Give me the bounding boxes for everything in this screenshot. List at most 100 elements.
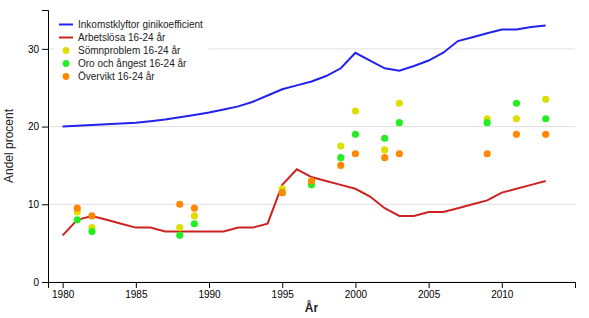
- point: [74, 205, 81, 212]
- chart: 1980 1985 1990 1995 2000 2005 2010 0 10 20 30 År And…: [0, 0, 589, 318]
- legend-swatch: [59, 24, 73, 26]
- legend-swatch: [63, 60, 70, 67]
- marks: [63, 26, 550, 239]
- legend-label: Arbetslösa 16-24 år: [78, 32, 166, 43]
- x-tick: 2005: [418, 282, 441, 300]
- x-tick: 1990: [198, 282, 221, 300]
- point: [308, 177, 315, 184]
- point: [352, 107, 359, 114]
- x-tick-mark: [429, 282, 430, 288]
- point: [74, 216, 81, 223]
- point: [88, 228, 95, 235]
- x-tick-mark: [63, 282, 64, 288]
- x-tick-mark: [136, 282, 137, 288]
- x-tick: 1980: [52, 282, 75, 300]
- point: [396, 100, 403, 107]
- plot-area: 1980 1985 1990 1995 2000 2005 2010 0 10 20 30: [28, 11, 576, 301]
- legend-label: Inkomstklyftor ginikoefficient: [78, 19, 203, 30]
- x-tick-label: 2000: [345, 289, 368, 300]
- point: [542, 115, 549, 122]
- point: [279, 189, 286, 196]
- y-tick: 10: [28, 199, 48, 210]
- legend-label: Oro och ångest 16-24 år: [78, 58, 187, 69]
- y-tick-label: 0: [33, 277, 39, 288]
- point: [381, 135, 388, 142]
- point: [381, 154, 388, 161]
- series-line: [63, 169, 546, 235]
- legend-item: Arbetslösa 16-24 år: [59, 32, 166, 43]
- grid-line: [48, 126, 575, 127]
- x-tick-label: 1995: [272, 289, 295, 300]
- legend-background: [54, 14, 208, 87]
- x-tick-label: 1990: [198, 289, 221, 300]
- legend-label: Sömnproblem 16-24 år: [78, 45, 181, 56]
- y-tick-label: 30: [28, 44, 40, 55]
- y-tick-mark: [42, 282, 48, 283]
- legend: Inkomstklyftor ginikoefficient Arbetslösa…: [54, 14, 208, 87]
- y-tick: 30: [28, 44, 48, 55]
- point: [337, 142, 344, 149]
- y-axis-line: [42, 11, 49, 283]
- point: [176, 201, 183, 208]
- series-points: [74, 131, 550, 220]
- series-line: [63, 26, 546, 127]
- grid-line: [48, 204, 575, 205]
- y-axis: 0 10 20 30: [28, 11, 49, 288]
- y-tick-label: 20: [28, 121, 40, 132]
- point: [484, 150, 491, 157]
- point: [337, 162, 344, 169]
- legend-swatch: [59, 37, 73, 39]
- point: [88, 212, 95, 219]
- y-tick-mark: [42, 49, 48, 50]
- y-axis-title: Andel procent: [2, 108, 16, 183]
- x-tick: 2000: [345, 282, 368, 300]
- y-tick-label: 10: [28, 199, 40, 210]
- x-tick-mark: [502, 282, 503, 288]
- point: [396, 119, 403, 126]
- x-tick-mark: [282, 282, 283, 288]
- legend-label: Övervikt 16-24 år: [78, 71, 155, 82]
- series-points: [74, 100, 550, 239]
- point: [176, 232, 183, 239]
- x-tick-label: 1985: [125, 289, 148, 300]
- x-tick-mark: [209, 282, 210, 288]
- legend-swatch: [63, 47, 70, 54]
- point: [542, 96, 549, 103]
- y-tick-mark: [42, 204, 48, 205]
- x-tick: 1985: [125, 282, 148, 300]
- legend-item: Sömnproblem 16-24 år: [63, 45, 181, 56]
- legend-item: Oro och ångest 16-24 år: [63, 58, 187, 69]
- x-tick: 2010: [491, 282, 514, 300]
- point: [396, 150, 403, 157]
- y-tick: 0: [33, 277, 48, 288]
- x-tick-label: 2010: [491, 289, 514, 300]
- point: [337, 154, 344, 161]
- point: [279, 189, 286, 196]
- series-points: [74, 96, 550, 231]
- point: [381, 146, 388, 153]
- point: [176, 224, 183, 231]
- x-tick: 1995: [272, 282, 295, 300]
- point: [191, 212, 198, 219]
- point: [191, 205, 198, 212]
- x-axis-title: År: [305, 300, 319, 315]
- legend-item: Övervikt 16-24 år: [63, 71, 156, 82]
- point: [352, 131, 359, 138]
- point: [191, 220, 198, 227]
- point: [352, 150, 359, 157]
- point: [513, 131, 520, 138]
- point: [542, 131, 549, 138]
- x-tick-mark: [355, 282, 356, 288]
- point: [513, 115, 520, 122]
- legend-swatch: [63, 73, 70, 80]
- point: [308, 177, 315, 184]
- y-tick: 20: [28, 121, 48, 132]
- x-axis: 1980 1985 1990 1995 2000 2005 2010: [49, 282, 576, 300]
- x-axis-line: [49, 283, 576, 289]
- x-tick-label: 1980: [52, 289, 75, 300]
- point: [484, 119, 491, 126]
- x-tick-label: 2005: [418, 289, 441, 300]
- point: [513, 100, 520, 107]
- legend-item: Inkomstklyftor ginikoefficient: [59, 19, 203, 30]
- y-tick-mark: [42, 127, 48, 128]
